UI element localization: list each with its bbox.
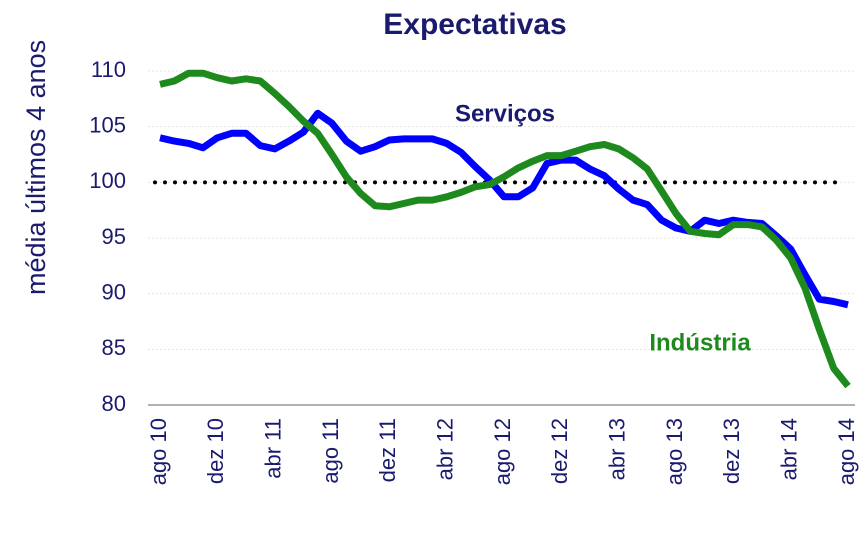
y-tick-label: 100 bbox=[89, 168, 126, 193]
y-tick-label: 85 bbox=[102, 335, 126, 360]
y-axis-label: média últimos 4 anos bbox=[21, 40, 51, 295]
x-tick-label: dez 10 bbox=[203, 418, 228, 484]
x-tick-label: dez 11 bbox=[375, 418, 400, 482]
x-tick-label: dez 13 bbox=[719, 418, 744, 484]
series-label: Indústria bbox=[649, 329, 751, 356]
y-tick-label: 90 bbox=[102, 279, 126, 304]
y-tick-label: 110 bbox=[91, 57, 126, 82]
x-tick-label: abr 14 bbox=[776, 418, 801, 480]
x-tick-label: abr 11 bbox=[260, 418, 285, 479]
chart-title: Expectativas bbox=[383, 8, 566, 41]
x-tick-label: abr 13 bbox=[604, 418, 629, 480]
y-tick-label: 95 bbox=[102, 224, 126, 249]
series-label: Serviços bbox=[455, 100, 555, 127]
y-tick-label: 80 bbox=[102, 391, 126, 416]
x-tick-label: ago 12 bbox=[490, 418, 515, 485]
x-tick-label: abr 12 bbox=[432, 418, 457, 480]
x-tick-label: dez 12 bbox=[547, 418, 572, 484]
y-tick-label: 105 bbox=[89, 112, 126, 137]
x-tick-label: ago 14 bbox=[834, 418, 859, 485]
series-line bbox=[159, 69, 851, 389]
x-tick-label: ago 10 bbox=[146, 418, 171, 485]
x-tick-label: ago 11 bbox=[318, 418, 343, 484]
series-line bbox=[159, 109, 849, 309]
x-tick-label: ago 13 bbox=[662, 418, 687, 485]
